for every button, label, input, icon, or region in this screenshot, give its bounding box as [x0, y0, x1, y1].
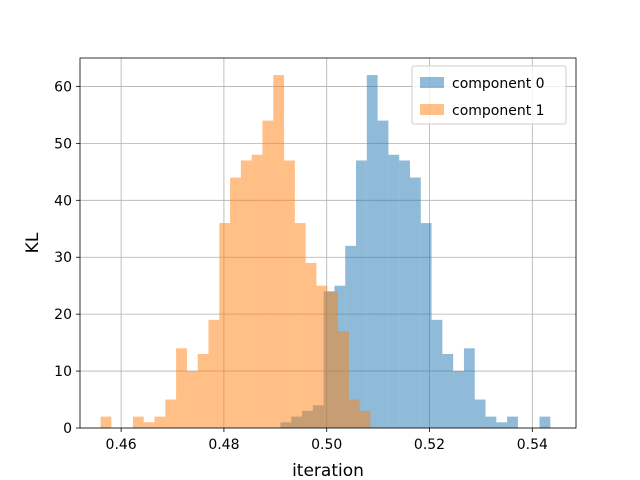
histogram-bar-component-1	[132, 416, 144, 428]
axis-ticks: 0.46 0.48 0.50 0.52 0.54 0 10 20 30 40 50 60	[54, 79, 548, 453]
legend-label: component 1	[452, 103, 545, 119]
histogram-bar-component-0	[539, 416, 551, 428]
histogram-bar-component-1	[176, 348, 187, 428]
bars	[100, 75, 551, 429]
legend-swatch	[420, 104, 444, 115]
histogram-bar-component-0	[496, 422, 508, 428]
histogram-bar-component-1	[316, 285, 328, 428]
x-axis-label: iteration	[292, 461, 364, 480]
y-tick-label: 50	[54, 136, 72, 152]
histogram-bar-component-1	[154, 416, 166, 428]
histogram-bar-component-1	[305, 262, 317, 428]
histogram-bar-component-0	[366, 75, 378, 429]
histogram-bar-component-1	[294, 223, 306, 428]
x-tick-label: 0.50	[311, 437, 342, 453]
histogram-bar-component-1	[262, 120, 274, 428]
histogram-bar-component-1	[165, 399, 177, 428]
histogram-bar-component-0	[431, 319, 443, 428]
y-tick-label: 0	[63, 421, 72, 437]
x-tick-label: 0.46	[106, 437, 137, 453]
histogram-bar-component-1	[100, 416, 112, 428]
histogram-bar-component-0	[442, 354, 454, 428]
y-tick-label: 20	[54, 307, 72, 323]
histogram-bar-component-0	[345, 245, 357, 428]
legend-label: component 0	[452, 76, 545, 92]
legend: component 0 component 1	[411, 65, 567, 125]
histogram-bar-component-0	[453, 371, 464, 428]
histogram-bar-component-1	[143, 422, 155, 428]
histogram-bar-component-0	[356, 160, 367, 428]
histogram-bar-component-0	[474, 399, 486, 428]
histogram-bar-component-0	[399, 160, 410, 428]
x-tick-label: 0.48	[208, 437, 239, 453]
histogram-bar-component-1	[240, 160, 252, 428]
histogram-bar-component-1	[230, 177, 241, 428]
histogram-bar-component-0	[485, 416, 497, 428]
y-axis-label: KL	[23, 232, 43, 253]
x-tick-label: 0.54	[517, 437, 548, 453]
histogram-bar-component-0	[409, 177, 421, 428]
histogram-bar-component-0	[463, 348, 475, 428]
histogram-bar-component-0	[388, 154, 400, 428]
plot-frame	[79, 57, 577, 429]
histogram-bar-component-0	[507, 416, 518, 428]
y-tick-label: 10	[54, 364, 72, 380]
histogram-bar-component-1	[219, 223, 231, 428]
x-tick-label: 0.52	[414, 437, 445, 453]
legend-swatch	[420, 77, 444, 88]
legend-box	[411, 65, 567, 125]
histogram-bar-component-1	[338, 331, 349, 428]
histogram-bar-component-1	[284, 160, 295, 428]
y-tick-label: 30	[54, 250, 72, 266]
histogram-bar-component-0	[377, 120, 389, 428]
histogram-bar-component-1	[359, 410, 371, 428]
histogram-bar-component-1	[327, 291, 339, 428]
y-tick-label: 40	[54, 193, 72, 209]
histogram-bar-component-1	[251, 154, 263, 428]
histogram-bar-component-1	[273, 75, 285, 429]
histogram-bar-component-0	[420, 223, 432, 428]
histogram-bar-component-1	[348, 399, 360, 428]
y-tick-label: 60	[54, 79, 72, 95]
histogram-bar-component-1	[197, 354, 209, 428]
histogram-bar-component-1	[186, 371, 198, 428]
histogram-bar-component-1	[208, 319, 220, 428]
